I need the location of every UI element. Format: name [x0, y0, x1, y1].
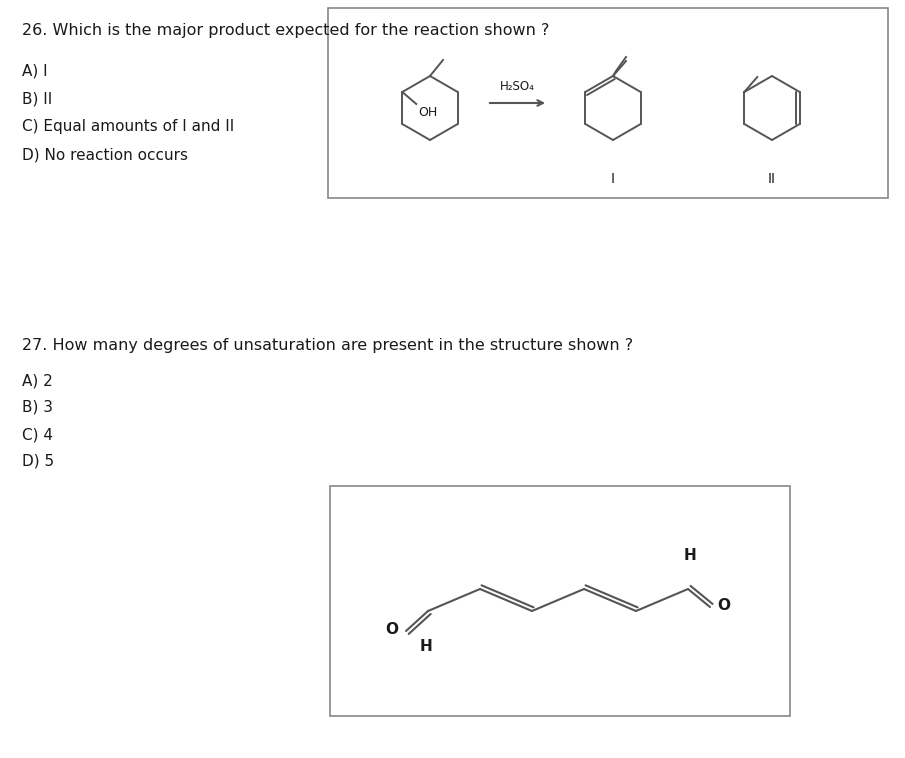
Text: H₂SO₄: H₂SO₄	[500, 80, 535, 93]
Bar	[328, 8, 888, 198]
Text: O: O	[386, 622, 398, 637]
Text: A) I: A) I	[22, 63, 48, 78]
Text: II: II	[768, 172, 776, 186]
Text: I: I	[611, 172, 615, 186]
Text: OH: OH	[418, 106, 437, 119]
Text: B) 3: B) 3	[22, 400, 53, 415]
Text: D) No reaction occurs: D) No reaction occurs	[22, 147, 188, 162]
Text: C) Equal amounts of I and II: C) Equal amounts of I and II	[22, 119, 234, 134]
Text: B) II: B) II	[22, 91, 52, 106]
Text: 27. How many degrees of unsaturation are present in the structure shown ?: 27. How many degrees of unsaturation are…	[22, 338, 634, 353]
Text: 26. Which is the major product expected for the reaction shown ?: 26. Which is the major product expected …	[22, 23, 549, 38]
Text: C) 4: C) 4	[22, 427, 53, 442]
Text: O: O	[718, 597, 730, 612]
Text: A) 2: A) 2	[22, 373, 52, 388]
Bar	[330, 486, 790, 716]
Text: H: H	[420, 639, 433, 654]
Text: H: H	[683, 548, 696, 563]
Text: D) 5: D) 5	[22, 454, 54, 469]
